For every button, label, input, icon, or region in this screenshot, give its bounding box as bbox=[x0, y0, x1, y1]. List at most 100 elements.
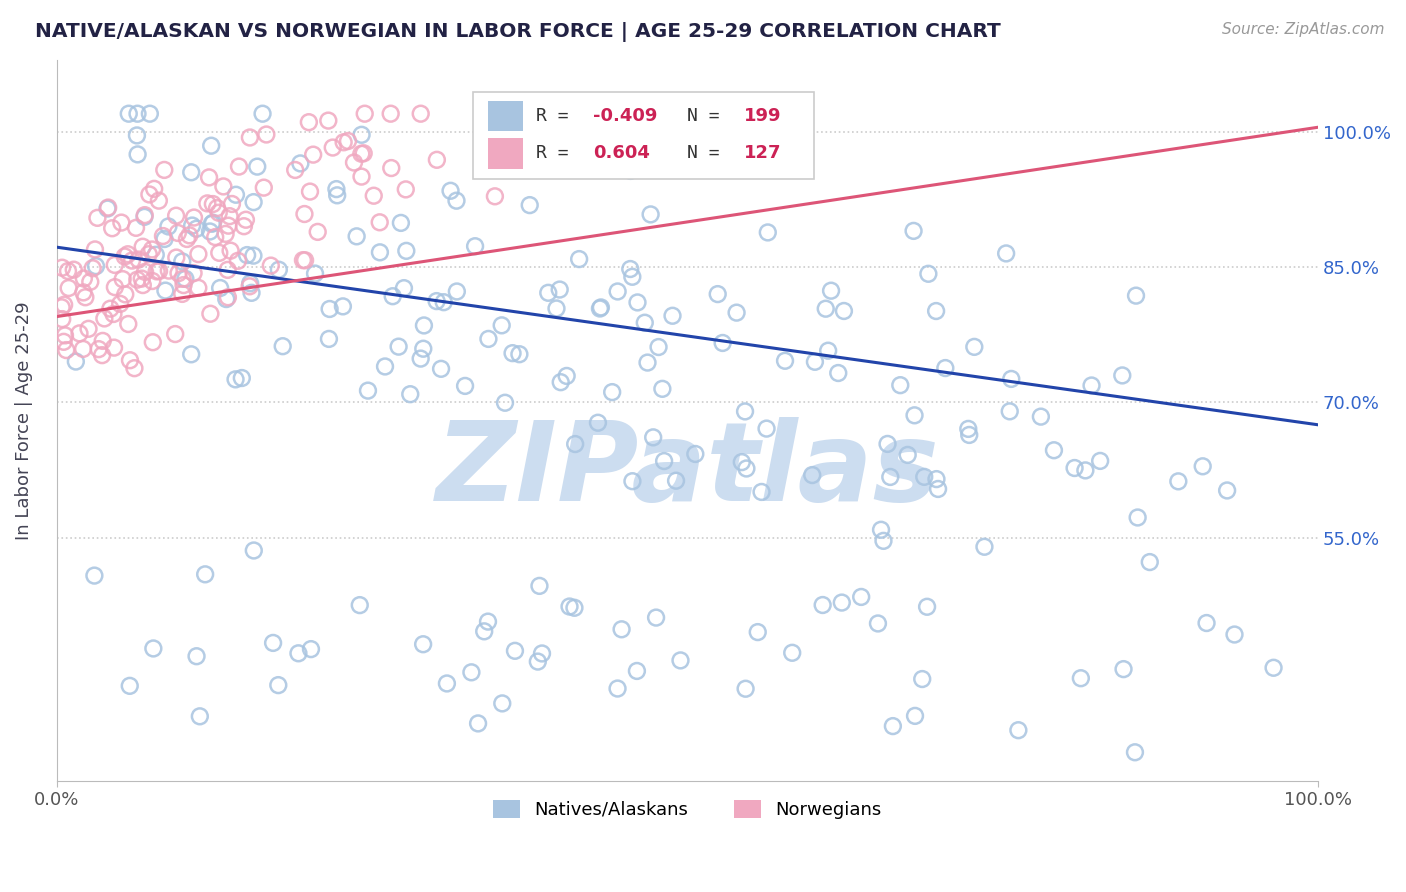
Point bbox=[298, 185, 321, 199]
Point bbox=[814, 301, 837, 316]
Point bbox=[77, 322, 100, 336]
Point bbox=[318, 113, 340, 128]
Point bbox=[925, 304, 948, 318]
Point bbox=[103, 341, 125, 355]
Point bbox=[143, 182, 166, 196]
Y-axis label: In Labor Force | Age 25-29: In Labor Force | Age 25-29 bbox=[15, 301, 32, 540]
Point bbox=[827, 366, 849, 380]
Point bbox=[73, 271, 96, 285]
Point bbox=[472, 624, 495, 639]
Point bbox=[995, 246, 1018, 260]
Point bbox=[141, 274, 163, 288]
Point bbox=[200, 138, 222, 153]
Point bbox=[148, 264, 170, 278]
Point bbox=[643, 430, 665, 444]
Point bbox=[647, 340, 669, 354]
Point bbox=[181, 219, 204, 233]
Point bbox=[555, 368, 578, 383]
Point bbox=[166, 226, 188, 240]
Point bbox=[558, 599, 581, 614]
Point bbox=[51, 300, 73, 314]
Point bbox=[267, 678, 290, 692]
Point bbox=[186, 221, 208, 235]
Point bbox=[121, 253, 143, 268]
Point bbox=[568, 252, 591, 266]
Point bbox=[53, 298, 76, 312]
Point bbox=[912, 470, 935, 484]
Text: 199: 199 bbox=[744, 107, 782, 125]
Point bbox=[139, 106, 162, 120]
Point bbox=[350, 146, 373, 161]
Point bbox=[934, 361, 956, 376]
Point bbox=[426, 153, 449, 167]
Point bbox=[108, 297, 131, 311]
Point bbox=[1112, 662, 1135, 676]
Point bbox=[179, 228, 201, 243]
Point bbox=[564, 437, 586, 451]
Point bbox=[413, 318, 436, 333]
Point bbox=[395, 244, 418, 258]
Point bbox=[134, 265, 156, 279]
Point bbox=[645, 610, 668, 624]
Point bbox=[564, 600, 586, 615]
Point bbox=[436, 676, 458, 690]
Point bbox=[209, 281, 232, 295]
Point bbox=[917, 267, 939, 281]
Point bbox=[368, 215, 391, 229]
Point bbox=[1043, 443, 1066, 458]
Point bbox=[304, 267, 326, 281]
Point bbox=[502, 346, 524, 360]
Point bbox=[734, 404, 756, 418]
Point bbox=[232, 219, 254, 234]
Point bbox=[897, 448, 920, 462]
Point bbox=[811, 598, 834, 612]
Point bbox=[84, 243, 107, 257]
Point bbox=[226, 253, 249, 268]
Point bbox=[239, 279, 262, 293]
Text: R =: R = bbox=[536, 107, 579, 125]
Point bbox=[176, 232, 198, 246]
Point bbox=[246, 160, 269, 174]
Point bbox=[529, 579, 551, 593]
Point bbox=[454, 379, 477, 393]
Point bbox=[96, 202, 118, 216]
Point bbox=[91, 348, 114, 362]
Point bbox=[350, 169, 373, 184]
FancyBboxPatch shape bbox=[472, 92, 814, 178]
Point bbox=[399, 387, 422, 401]
Point bbox=[820, 284, 842, 298]
Point bbox=[665, 474, 688, 488]
Point bbox=[51, 312, 73, 326]
Point bbox=[817, 343, 839, 358]
Point bbox=[117, 247, 139, 261]
Point bbox=[131, 240, 153, 254]
Point bbox=[132, 278, 155, 293]
Point bbox=[242, 249, 264, 263]
Point bbox=[157, 219, 180, 234]
Point bbox=[876, 437, 898, 451]
Point bbox=[337, 134, 360, 148]
Point bbox=[832, 304, 855, 318]
Point bbox=[831, 596, 853, 610]
Point bbox=[610, 622, 633, 636]
Point bbox=[325, 182, 347, 196]
Point bbox=[353, 146, 375, 161]
Point bbox=[889, 378, 911, 392]
Point bbox=[194, 567, 217, 582]
Point bbox=[725, 305, 748, 319]
Point bbox=[86, 211, 108, 225]
Point bbox=[508, 347, 530, 361]
Text: NATIVE/ALASKAN VS NORWEGIAN IN LABOR FORCE | AGE 25-29 CORRELATION CHART: NATIVE/ALASKAN VS NORWEGIAN IN LABOR FOR… bbox=[35, 22, 1001, 42]
Point bbox=[520, 136, 543, 150]
Point bbox=[153, 232, 176, 246]
Point bbox=[711, 335, 734, 350]
Point bbox=[93, 311, 115, 326]
Point bbox=[284, 163, 307, 178]
Point bbox=[240, 285, 263, 300]
Point bbox=[1126, 510, 1149, 524]
Point bbox=[1195, 615, 1218, 630]
Point bbox=[218, 209, 240, 223]
Point bbox=[1223, 627, 1246, 641]
Point bbox=[374, 359, 396, 374]
Point bbox=[433, 295, 456, 310]
